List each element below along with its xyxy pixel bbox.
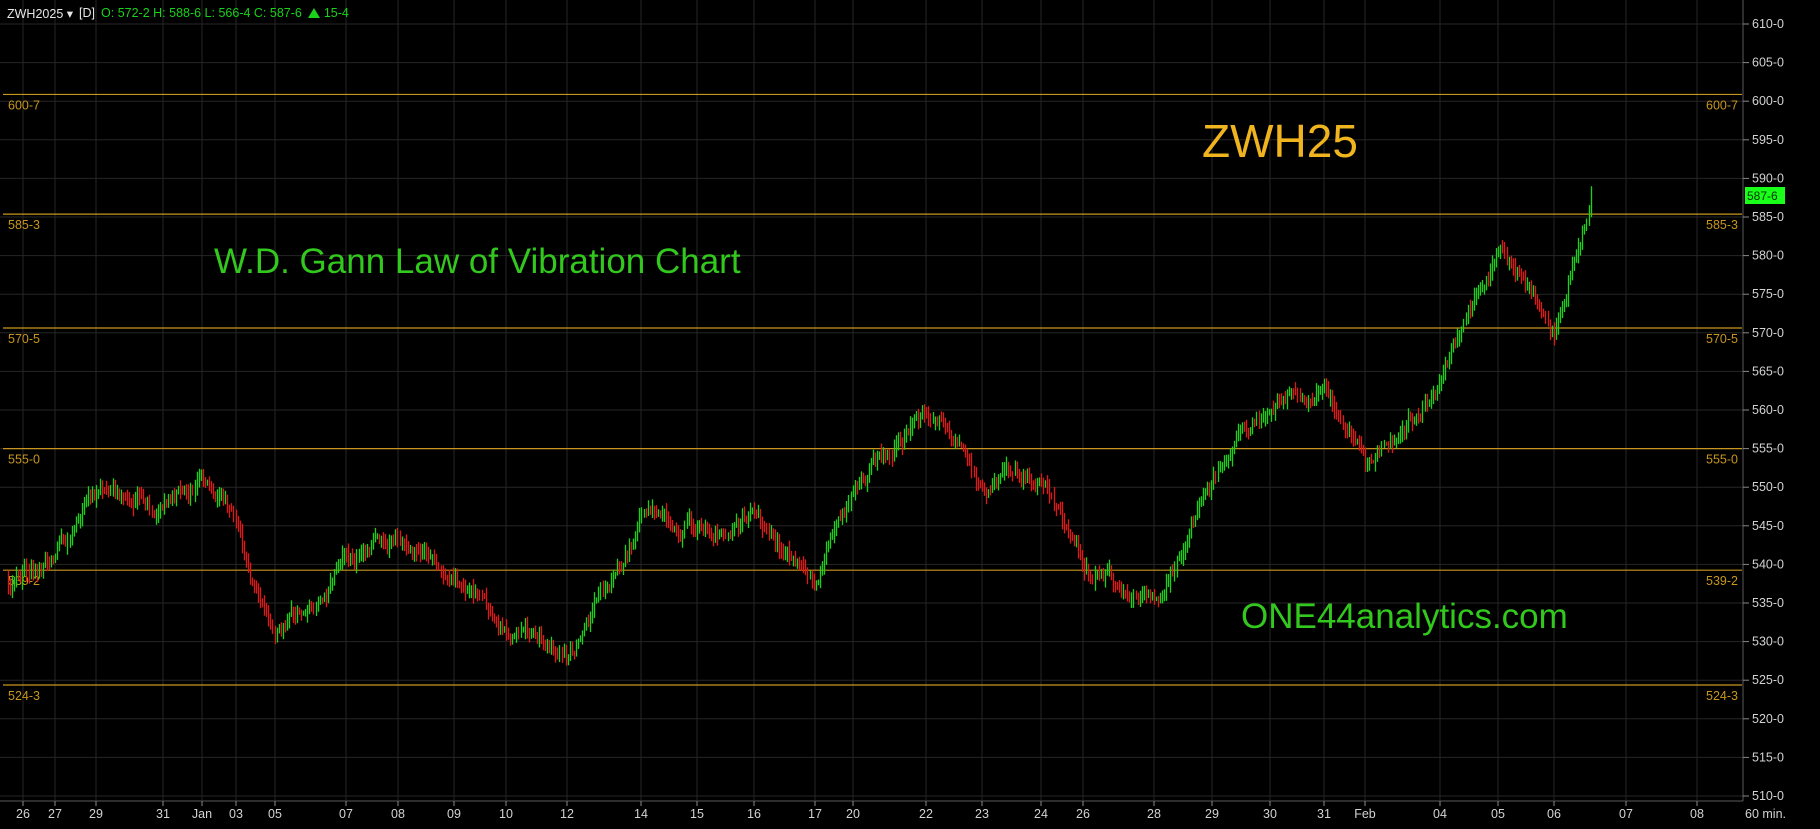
time-axis[interactable]: 26 27 29 31 Jan 03 05 07 08 09 10 12 14 15 16 17 20 22 23 2… <box>16 801 1704 821</box>
price-tick-label: 575-0 <box>1752 287 1784 301</box>
price-tick-label: 510-0 <box>1752 789 1784 803</box>
time-tick-label: 31 <box>156 807 170 821</box>
time-tick-label: 08 <box>391 807 405 821</box>
time-tick-label: 04 <box>1433 807 1447 821</box>
price-tick-label: 525-0 <box>1752 673 1784 687</box>
price-bars <box>7 186 1593 666</box>
price-tick-label: 515-0 <box>1752 750 1784 764</box>
time-tick-label: 05 <box>1491 807 1505 821</box>
time-tick-label: 06 <box>1547 807 1561 821</box>
time-tick-label: 31 <box>1317 807 1331 821</box>
time-tick-label: 16 <box>747 807 761 821</box>
time-tick-label: 05 <box>268 807 282 821</box>
price-tick-label: 540-0 <box>1752 557 1784 571</box>
price-tick-label: 530-0 <box>1752 635 1784 649</box>
price-tick-label: 555-0 <box>1752 442 1784 456</box>
price-tick-label: 550-0 <box>1752 480 1784 494</box>
price-tick-label: 605-0 <box>1752 56 1784 70</box>
last-price-tag: 587-6 <box>1745 187 1785 204</box>
time-tick-label: 09 <box>447 807 461 821</box>
ohlc-readout: O: 572-2 H: 588-6 L: 566-4 C: 587-6 <box>101 6 302 20</box>
time-tick-label: 24 <box>1034 807 1048 821</box>
symbol-header: ZWH2025 ▾ [D] O: 572-2 H: 588-6 L: 566-4… <box>7 5 349 21</box>
time-tick-label: Feb <box>1354 807 1376 821</box>
change-readout: 15-4 <box>307 6 349 20</box>
dropdown-icon: ▾ <box>66 6 74 21</box>
time-tick-label: 29 <box>89 807 103 821</box>
price-tick-label: 560-0 <box>1752 403 1784 417</box>
price-tick-label: 600-0 <box>1752 94 1784 108</box>
price-tick-label: 520-0 <box>1752 712 1784 726</box>
time-tick-label: 28 <box>1147 807 1161 821</box>
last-price-tag-text: 587-6 <box>1747 189 1778 203</box>
gann-level-label-right: 570-5 <box>1706 332 1738 346</box>
gann-level-label-left: 585-3 <box>8 218 40 232</box>
time-tick-label: 07 <box>1619 807 1633 821</box>
price-tick-label: 545-0 <box>1752 519 1784 533</box>
time-tick-label: 26 <box>1076 807 1090 821</box>
time-tick-label: 29 <box>1205 807 1219 821</box>
price-tick-label: 610-0 <box>1752 17 1784 31</box>
website-label: ONE44analytics.com <box>1241 597 1568 636</box>
interval-label: 60 min. <box>1745 807 1786 821</box>
price-tick-label: 580-0 <box>1752 249 1784 263</box>
gann-level-label-left: 570-5 <box>8 332 40 346</box>
symbol-label: ZWH2025 <box>7 6 64 21</box>
price-tick-label: 585-0 <box>1752 210 1784 224</box>
time-tick-label: 20 <box>846 807 860 821</box>
time-tick-label: 26 <box>16 807 30 821</box>
gann-level-label-right: 524-3 <box>1706 689 1738 703</box>
symbol-selector[interactable]: ZWH2025 ▾ <box>7 6 73 21</box>
price-tick-label: 590-0 <box>1752 171 1784 185</box>
time-tick-label: 10 <box>499 807 513 821</box>
time-tick-label: 08 <box>1690 807 1704 821</box>
symbol-title: ZWH25 <box>1202 115 1358 167</box>
gann-level-label-left: 524-3 <box>8 689 40 703</box>
price-axis[interactable]: 610-0 605-0 600-0 595-0 590-0 585-0 580-0 575-0… <box>1743 17 1784 803</box>
gann-level-label-right: 555-0 <box>1706 453 1738 467</box>
time-tick-label: 17 <box>808 807 822 821</box>
price-tick-label: 565-0 <box>1752 364 1784 378</box>
gann-level-label-right: 539-2 <box>1706 574 1738 588</box>
gann-level-label-left: 600-7 <box>8 98 40 112</box>
time-tick-label: 30 <box>1263 807 1277 821</box>
time-tick-label: 27 <box>48 807 62 821</box>
gann-levels: 600-7 600-7 585-3 585-3 570-5 570-5 555-0 555-0… <box>3 93 1742 703</box>
price-tick-label: 570-0 <box>1752 326 1784 340</box>
gann-level-label-right: 585-3 <box>1706 218 1738 232</box>
gann-level-label-left: 555-0 <box>8 453 40 467</box>
price-tick-label: 595-0 <box>1752 133 1784 147</box>
time-tick-label: 15 <box>690 807 704 821</box>
up-triangle-icon <box>307 8 320 18</box>
time-tick-label: 23 <box>975 807 989 821</box>
time-tick-label: 14 <box>634 807 648 821</box>
gann-level-label-right: 600-7 <box>1706 98 1738 112</box>
time-tick-label: Jan <box>192 807 212 821</box>
price-tick-label: 535-0 <box>1752 596 1784 610</box>
time-tick-label: 03 <box>229 807 243 821</box>
time-tick-label: 22 <box>919 807 933 821</box>
timeframe-label[interactable]: [D] <box>79 6 96 20</box>
time-tick-label: 12 <box>560 807 574 821</box>
change-value: 15-4 <box>323 6 349 20</box>
chart-title: W.D. Gann Law of Vibration Chart <box>214 242 741 281</box>
time-tick-label: 07 <box>339 807 353 821</box>
